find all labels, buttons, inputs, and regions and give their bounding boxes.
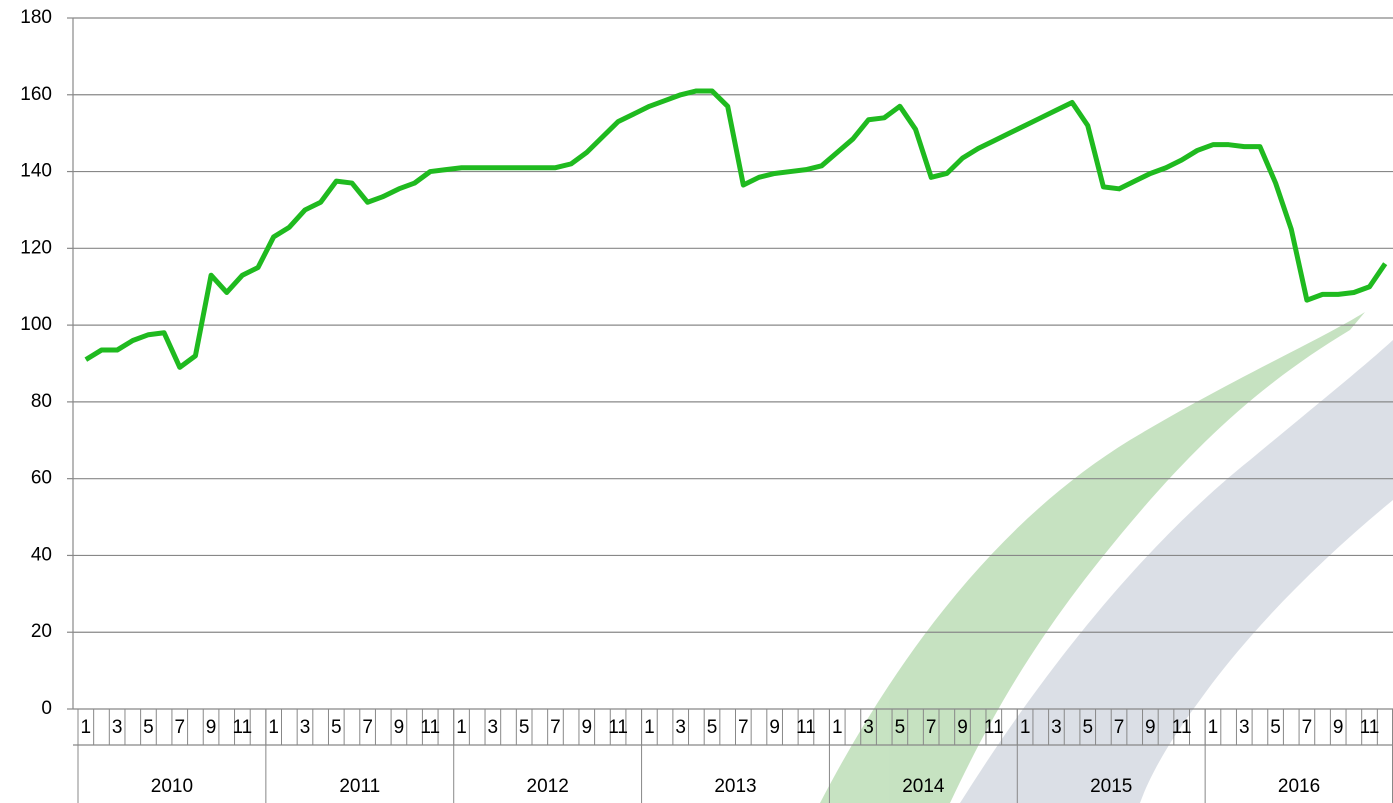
x-tick-label: 3 bbox=[300, 717, 311, 738]
group-label: 2011 bbox=[339, 776, 380, 797]
x-tick-label: 1 bbox=[1208, 717, 1219, 738]
group-label: 2012 bbox=[527, 776, 569, 797]
x-tick-label: 7 bbox=[738, 717, 749, 738]
x-tick-label: 1 bbox=[456, 717, 467, 738]
y-tick-label: 120 bbox=[20, 237, 52, 258]
group-label: 2014 bbox=[902, 776, 945, 797]
x-tick-label: 11 bbox=[420, 717, 440, 738]
x-tick-label: 7 bbox=[926, 717, 937, 738]
y-tick-label: 20 bbox=[31, 621, 52, 642]
x-tick-label: 7 bbox=[550, 717, 561, 738]
x-tick-label: 5 bbox=[1082, 717, 1093, 738]
x-tick-label: 5 bbox=[1270, 717, 1281, 738]
x-tick-label: 9 bbox=[769, 717, 780, 738]
x-tick-label: 5 bbox=[707, 717, 718, 738]
x-tick-label: 3 bbox=[675, 717, 686, 738]
y-tick-label: 180 bbox=[20, 7, 52, 28]
x-tick-label: 9 bbox=[1333, 717, 1344, 738]
x-tick-label: 9 bbox=[206, 717, 217, 738]
x-tick-label: 3 bbox=[863, 717, 874, 738]
x-tick-label: 5 bbox=[519, 717, 530, 738]
x-tick-label: 7 bbox=[1302, 717, 1313, 738]
y-tick-label: 160 bbox=[20, 84, 52, 105]
x-tick-label: 9 bbox=[581, 717, 592, 738]
x-tick-label: 1 bbox=[832, 717, 843, 738]
y-tick-label: 0 bbox=[41, 698, 52, 719]
x-tick-label: 7 bbox=[362, 717, 373, 738]
x-tick-label: 3 bbox=[112, 717, 123, 738]
x-tick-label: 11 bbox=[1360, 717, 1380, 738]
x-tick-label: 5 bbox=[895, 717, 906, 738]
group-label: 2016 bbox=[1278, 776, 1320, 797]
x-tick-label: 11 bbox=[233, 717, 253, 738]
data-line bbox=[86, 91, 1385, 367]
group-label: 2013 bbox=[714, 776, 756, 797]
group-label: 2015 bbox=[1090, 776, 1132, 797]
x-tick-label: 3 bbox=[488, 717, 499, 738]
x-tick-label: 3 bbox=[1051, 717, 1062, 738]
x-tick-label: 5 bbox=[331, 717, 342, 738]
x-tick-label: 9 bbox=[394, 717, 405, 738]
x-tick-label: 11 bbox=[984, 717, 1004, 738]
y-tick-label: 100 bbox=[20, 314, 52, 335]
y-tick-label: 60 bbox=[31, 468, 52, 489]
x-tick-label: 7 bbox=[174, 717, 185, 738]
x-tick-label: 11 bbox=[1172, 717, 1192, 738]
y-tick-label: 80 bbox=[31, 391, 52, 412]
x-tick-label: 9 bbox=[1145, 717, 1156, 738]
x-tick-label: 1 bbox=[1020, 717, 1031, 738]
x-tick-label: 3 bbox=[1239, 717, 1250, 738]
x-tick-label: 9 bbox=[957, 717, 968, 738]
y-tick-label: 140 bbox=[20, 161, 52, 182]
x-tick-label: 11 bbox=[796, 717, 816, 738]
x-tick-label: 5 bbox=[143, 717, 154, 738]
group-label: 2010 bbox=[151, 776, 193, 797]
x-tick-label: 1 bbox=[268, 717, 279, 738]
y-tick-label: 40 bbox=[31, 544, 52, 565]
x-tick-label: 11 bbox=[608, 717, 628, 738]
x-tick-label: 7 bbox=[1114, 717, 1125, 738]
x-tick-label: 1 bbox=[81, 717, 92, 738]
chart: 0204060801001201401601801357911135791113… bbox=[0, 0, 1393, 803]
x-tick-label: 1 bbox=[644, 717, 655, 738]
